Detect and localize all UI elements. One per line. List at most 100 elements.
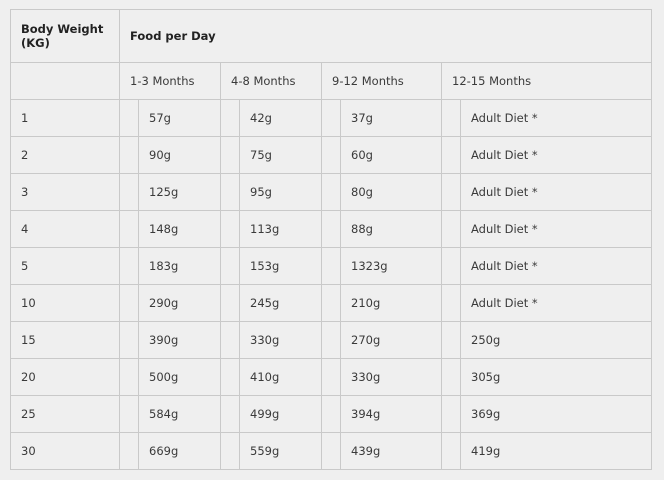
food-amount-cell: 500g (138, 358, 221, 396)
spacer-cell (119, 284, 139, 322)
food-amount-cell: Adult Diet * (459, 136, 653, 174)
spacer-cell (441, 99, 461, 137)
spacer-cell (119, 321, 139, 359)
table-row: 5 183g 153g 1323g Adult Diet * (10, 247, 653, 285)
weight-cell: 4 (10, 210, 120, 248)
food-amount-cell: Adult Diet * (459, 99, 653, 137)
table-row: 30 669g 559g 439g 419g (10, 432, 653, 470)
age-header: 1-3 Months (119, 62, 221, 100)
food-amount-cell: Adult Diet * (459, 210, 653, 248)
food-amount-cell: 559g (239, 432, 322, 470)
food-amount-cell: 394g (340, 395, 442, 433)
food-amount-cell: 95g (239, 173, 322, 211)
table-row: 20 500g 410g 330g 305g (10, 358, 653, 396)
food-amount-cell: 57g (138, 99, 221, 137)
spacer-cell (321, 395, 341, 433)
spacer-cell (321, 99, 341, 137)
spacer-cell (441, 358, 461, 396)
spacer-cell (441, 247, 461, 285)
table-row: 1 57g 42g 37g Adult Diet * (10, 99, 653, 137)
food-amount-cell: 80g (340, 173, 442, 211)
food-amount-cell: 499g (239, 395, 322, 433)
table-row: 25 584g 499g 394g 369g (10, 395, 653, 433)
spacer-cell (441, 321, 461, 359)
spacer-cell (441, 395, 461, 433)
spacer-cell (119, 210, 139, 248)
food-amount-cell: 113g (239, 210, 322, 248)
spacer-cell (321, 432, 341, 470)
food-amount-cell: 584g (138, 395, 221, 433)
spacer-cell (119, 358, 139, 396)
food-amount-cell: Adult Diet * (459, 284, 653, 322)
food-amount-cell: 290g (138, 284, 221, 322)
food-amount-cell: 390g (138, 321, 221, 359)
weight-cell: 20 (10, 358, 120, 396)
empty-header-cell (10, 62, 120, 100)
weight-cell: 10 (10, 284, 120, 322)
table-row: 2 90g 75g 60g Adult Diet * (10, 136, 653, 174)
food-amount-cell: 305g (459, 358, 653, 396)
weight-cell: 5 (10, 247, 120, 285)
food-amount-cell: 369g (459, 395, 653, 433)
food-amount-cell: 270g (340, 321, 442, 359)
spacer-cell (119, 247, 139, 285)
spacer-cell (119, 99, 139, 137)
spacer-cell (321, 136, 341, 174)
age-header: 4-8 Months (220, 62, 322, 100)
weight-cell: 1 (10, 99, 120, 137)
food-amount-cell: 183g (138, 247, 221, 285)
spacer-cell (119, 173, 139, 211)
table-row: 15 390g 330g 270g 250g (10, 321, 653, 359)
spacer-cell (321, 247, 341, 285)
body-weight-header: Body Weight (KG) (10, 9, 120, 63)
food-amount-cell: 125g (138, 173, 221, 211)
spacer-cell (119, 432, 139, 470)
food-amount-cell: 245g (239, 284, 322, 322)
table-row: 4 148g 113g 88g Adult Diet * (10, 210, 653, 248)
weight-cell: 15 (10, 321, 120, 359)
food-amount-cell: 669g (138, 432, 221, 470)
spacer-cell (441, 284, 461, 322)
age-header-row: 1-3 Months 4-8 Months 9-12 Months 12-15 … (10, 62, 653, 100)
food-amount-cell: 210g (340, 284, 442, 322)
food-amount-cell: 75g (239, 136, 322, 174)
food-amount-cell: 1323g (340, 247, 442, 285)
spacer-cell (220, 432, 240, 470)
weight-cell: 2 (10, 136, 120, 174)
spacer-cell (220, 358, 240, 396)
spacer-cell (220, 210, 240, 248)
table-row: 3 125g 95g 80g Adult Diet * (10, 173, 653, 211)
food-amount-cell: Adult Diet * (459, 173, 653, 211)
food-amount-cell: 250g (459, 321, 653, 359)
spacer-cell (441, 136, 461, 174)
table-row: 10 290g 245g 210g Adult Diet * (10, 284, 653, 322)
age-header: 12-15 Months (440, 62, 653, 100)
food-amount-cell: 148g (138, 210, 221, 248)
food-per-day-header: Food per Day (118, 9, 653, 63)
spacer-cell (321, 321, 341, 359)
food-amount-cell: 90g (138, 136, 221, 174)
spacer-cell (321, 210, 341, 248)
weight-cell: 25 (10, 395, 120, 433)
food-amount-cell: 419g (459, 432, 653, 470)
spacer-cell (220, 99, 240, 137)
food-amount-cell: Adult Diet * (459, 247, 653, 285)
spacer-cell (321, 284, 341, 322)
food-amount-cell: 37g (340, 99, 442, 137)
food-per-day-table: Body Weight (KG) Food per Day 1-3 Months … (10, 9, 653, 470)
spacer-cell (220, 395, 240, 433)
food-amount-cell: 410g (239, 358, 322, 396)
spacer-cell (220, 136, 240, 174)
food-amount-cell: 88g (340, 210, 442, 248)
spacer-cell (220, 247, 240, 285)
food-amount-cell: 60g (340, 136, 442, 174)
spacer-cell (119, 136, 139, 174)
food-amount-cell: 439g (340, 432, 442, 470)
spacer-cell (220, 284, 240, 322)
age-header: 9-12 Months (321, 62, 442, 100)
spacer-cell (321, 173, 341, 211)
spacer-cell (220, 321, 240, 359)
spacer-cell (441, 173, 461, 211)
spacer-cell (220, 173, 240, 211)
food-amount-cell: 153g (239, 247, 322, 285)
